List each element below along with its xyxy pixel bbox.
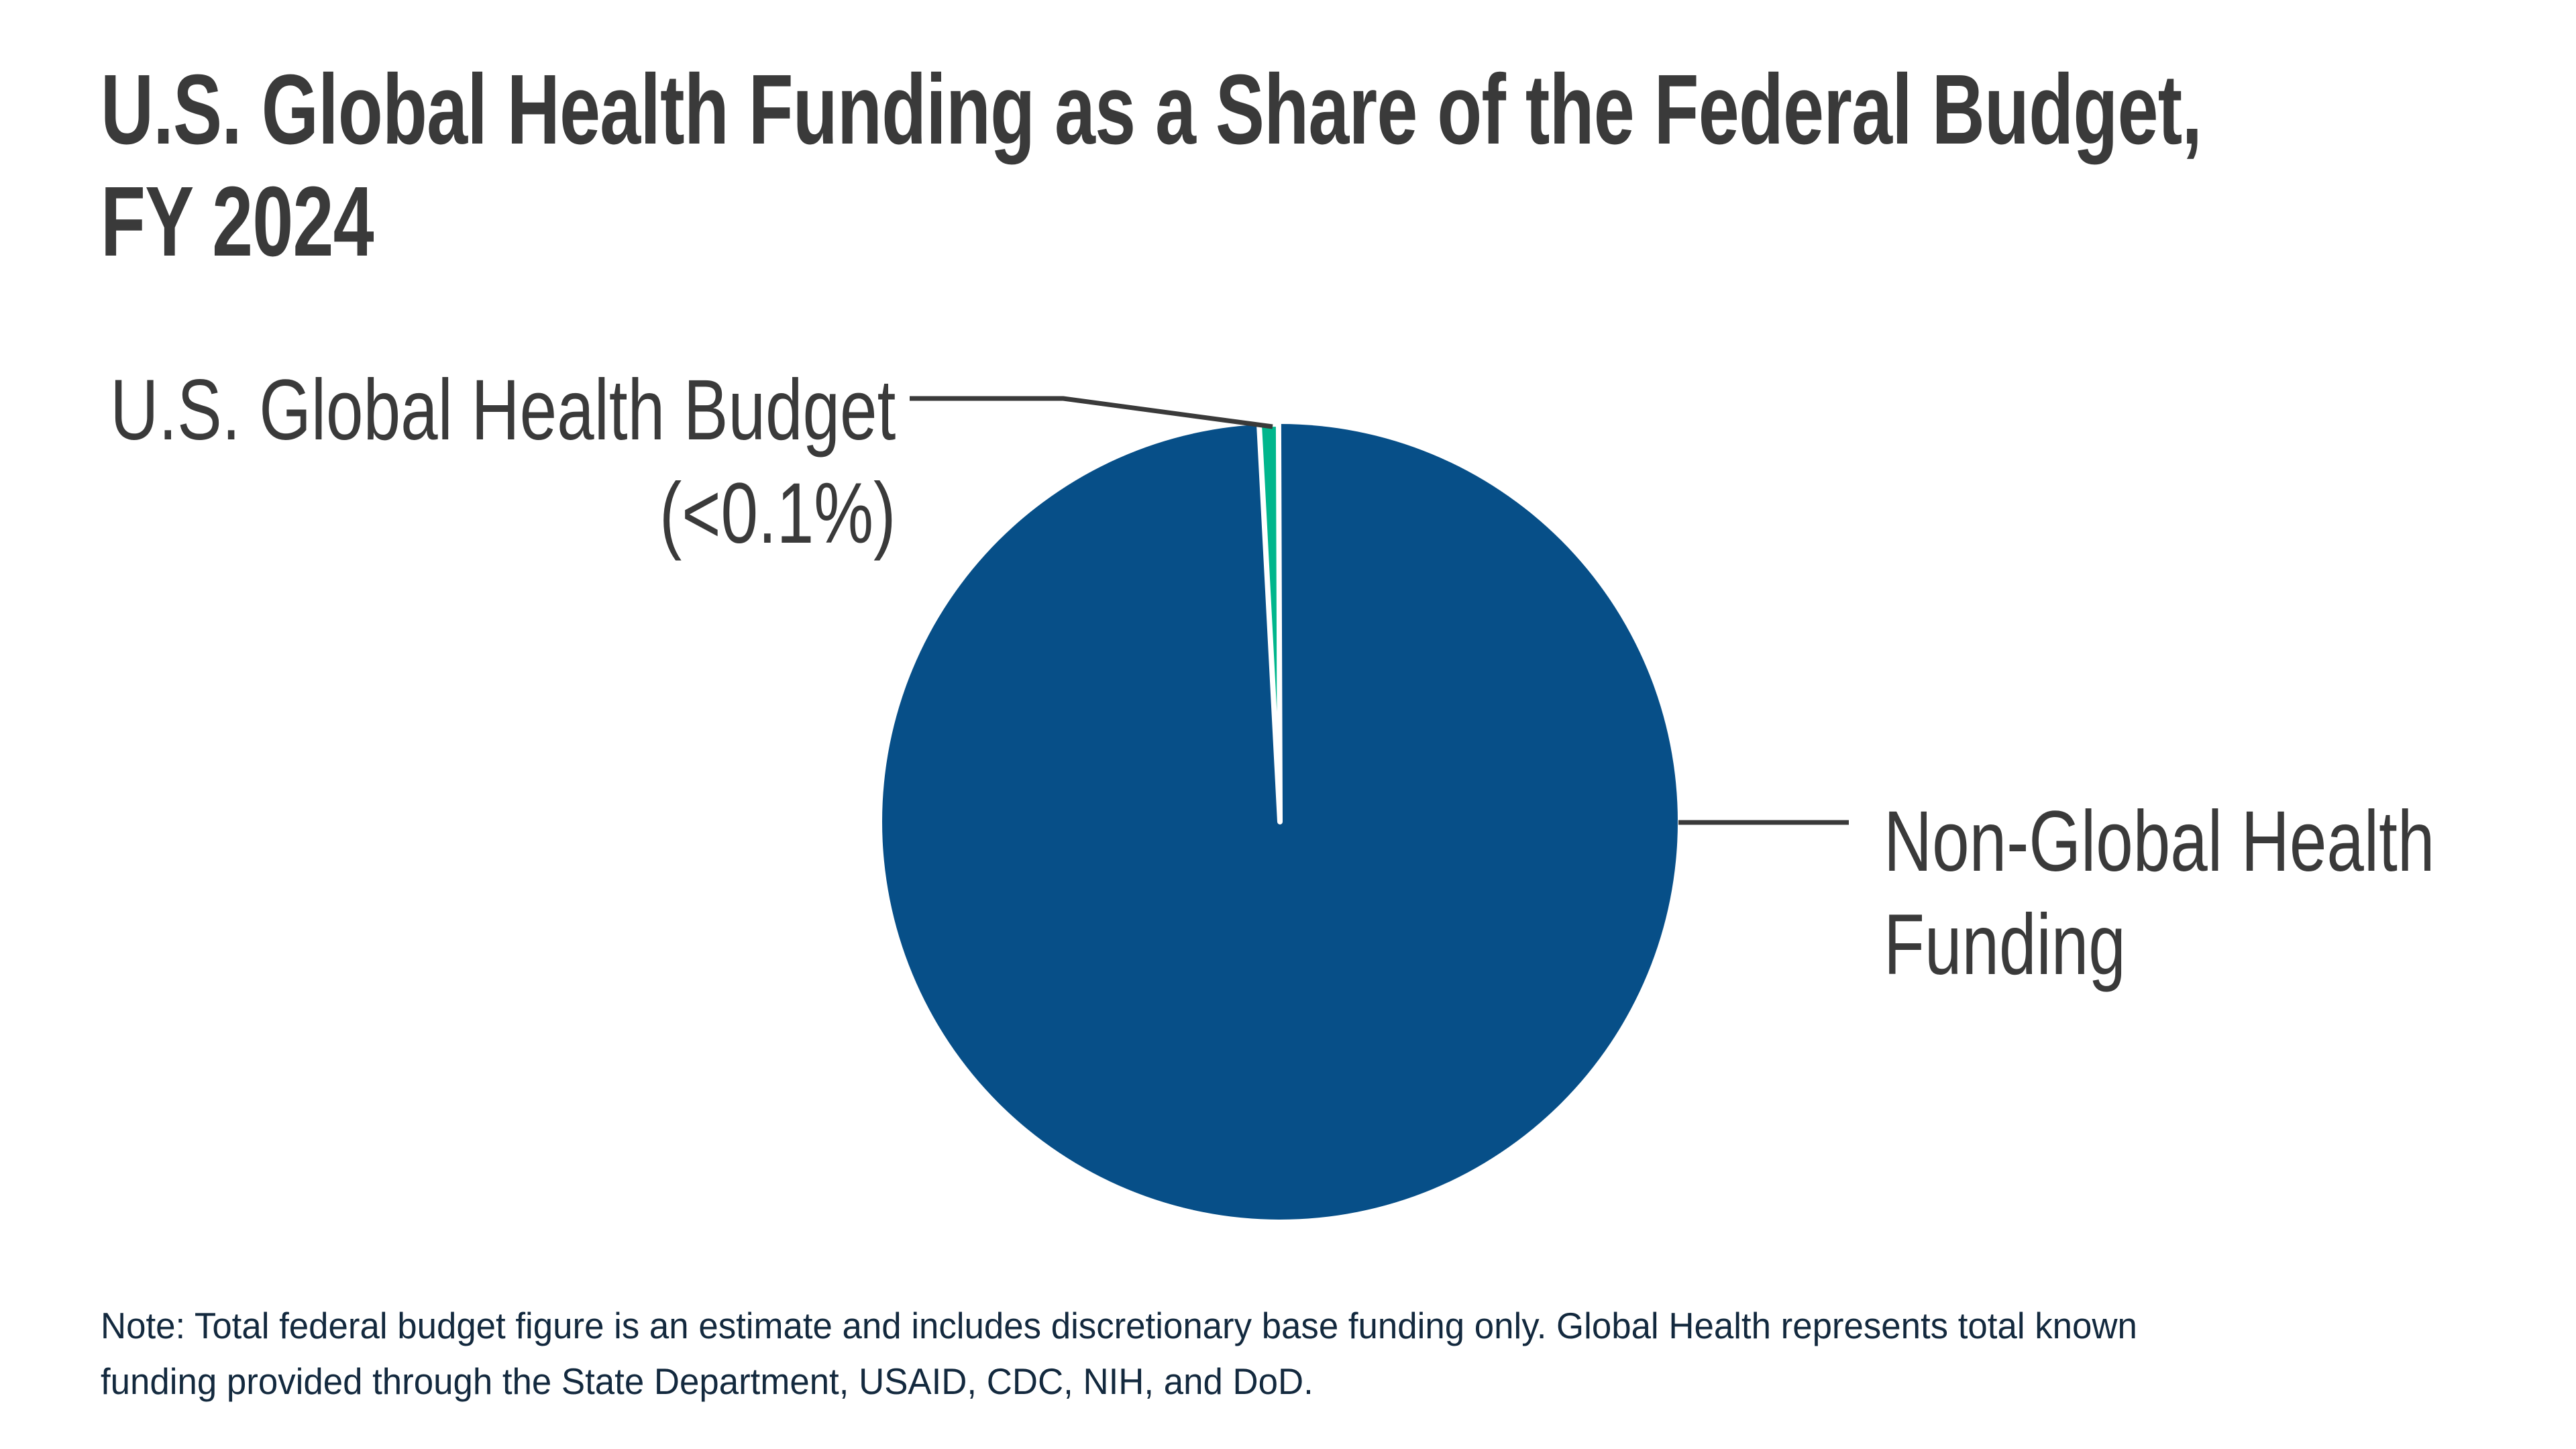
label-global-health: U.S. Global Health Budget (<0.1%) bbox=[0, 359, 896, 565]
label-global-health-line1: U.S. Global Health Budget bbox=[109, 362, 896, 458]
chart-title: U.S. Global Health Funding as a Share of… bbox=[101, 54, 2576, 278]
footnote: Note: Total federal budget figure is an … bbox=[101, 1298, 2222, 1409]
chart-title-line1: U.S. Global Health Funding as a Share of… bbox=[101, 54, 2202, 165]
footnote-line1: Note: Total federal budget figure is an … bbox=[101, 1305, 2137, 1346]
label-non-global-health-line1: Non-Global Health bbox=[1884, 794, 2435, 890]
label-global-health-value: (<0.1%) bbox=[659, 465, 896, 561]
chart-title-line2: FY 2024 bbox=[101, 166, 374, 278]
left-leader-line bbox=[910, 396, 1273, 429]
label-non-global-health: Non-Global Health Funding bbox=[1884, 790, 2576, 996]
footnote-line2: funding provided through the State Depar… bbox=[101, 1360, 1313, 1402]
label-non-global-health-line2: Funding bbox=[1884, 896, 2126, 993]
